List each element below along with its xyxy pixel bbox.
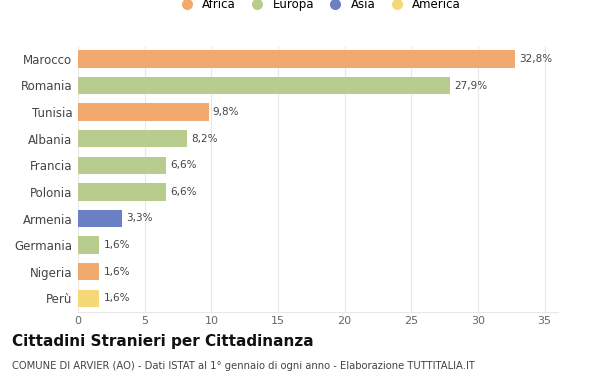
Bar	[78, 157, 166, 174]
Text: Cittadini Stranieri per Cittadinanza: Cittadini Stranieri per Cittadinanza	[12, 334, 314, 349]
Bar	[78, 210, 122, 227]
Bar	[78, 263, 100, 280]
Bar	[78, 77, 450, 94]
Text: 1,6%: 1,6%	[103, 240, 130, 250]
Text: 1,6%: 1,6%	[103, 293, 130, 303]
Text: 3,3%: 3,3%	[126, 214, 152, 223]
Text: 9,8%: 9,8%	[212, 107, 239, 117]
Text: 6,6%: 6,6%	[170, 187, 197, 197]
Text: 1,6%: 1,6%	[103, 267, 130, 277]
Text: 6,6%: 6,6%	[170, 160, 197, 170]
Bar	[78, 236, 100, 254]
Text: 27,9%: 27,9%	[454, 81, 487, 90]
Text: 8,2%: 8,2%	[191, 134, 218, 144]
Bar	[78, 183, 166, 201]
Bar	[78, 103, 209, 121]
Legend: Africa, Europa, Asia, America: Africa, Europa, Asia, America	[175, 0, 461, 11]
Text: 32,8%: 32,8%	[520, 54, 553, 64]
Text: COMUNE DI ARVIER (AO) - Dati ISTAT al 1° gennaio di ogni anno - Elaborazione TUT: COMUNE DI ARVIER (AO) - Dati ISTAT al 1°…	[12, 361, 475, 371]
Bar	[78, 130, 187, 147]
Bar	[78, 290, 100, 307]
Bar	[78, 50, 515, 68]
